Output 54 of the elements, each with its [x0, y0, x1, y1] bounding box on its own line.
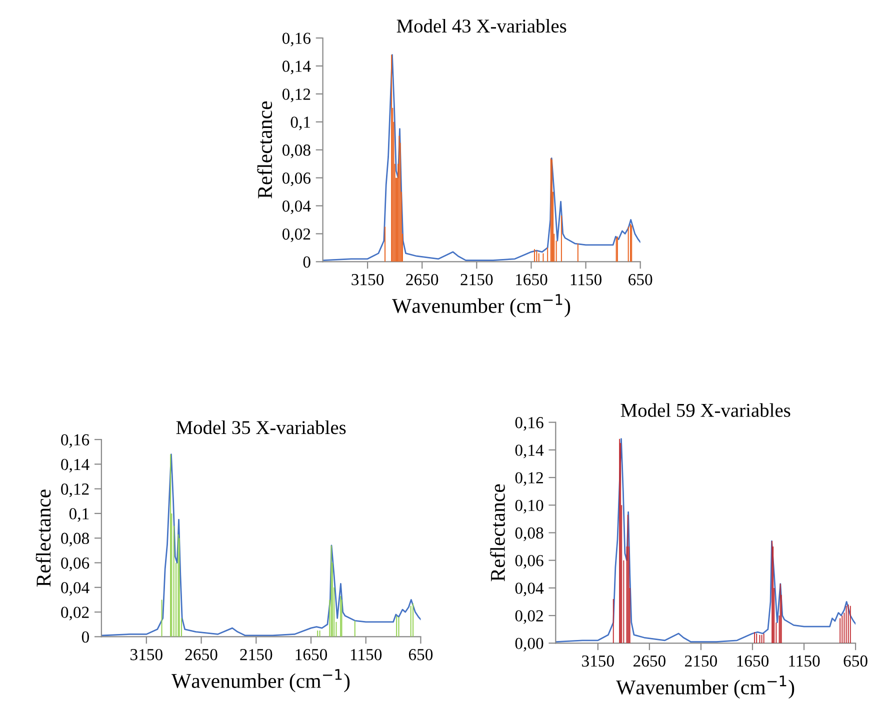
y-tick-label: 0,02: [515, 610, 543, 624]
y-tick-label: 0: [82, 631, 89, 643]
x-tick-label: 1650: [516, 274, 548, 286]
x-tick-label: 2150: [460, 274, 493, 286]
y-tick-label: 0,02: [61, 606, 89, 620]
y-tick-label: 0,04: [515, 582, 544, 596]
x-tick-label: 3150: [352, 274, 384, 286]
y-tick-label: 0,12: [61, 484, 89, 498]
x-tick-label: 2150: [240, 648, 272, 660]
y-tick-label: 0,08: [515, 527, 544, 542]
chart-title: Model 59 X-variables: [620, 403, 790, 417]
y-tick-label: 0,12: [515, 472, 543, 486]
y-tick-label: 0,00: [515, 638, 544, 652]
y-axis-title: Reflectance: [36, 490, 51, 587]
x-tick-label: 2150: [685, 655, 717, 667]
y-tick-label: 0,02: [282, 228, 310, 242]
y-tick-label: 0,1: [290, 116, 310, 130]
x-tick-label: 1650: [296, 648, 328, 660]
x-tick-label: 1150: [570, 274, 602, 286]
y-tick-label: 0,06: [282, 172, 311, 186]
y-tick-label: 0,16: [61, 434, 90, 448]
x-tick-label: 650: [844, 655, 868, 667]
y-tick-label: 0: [303, 256, 310, 268]
y-axis-title: Reflectance: [257, 101, 272, 198]
y-tick-label: 0,14: [282, 60, 311, 74]
y-tick-label: 0,08: [61, 532, 89, 546]
y-tick-label: 0,1: [69, 508, 89, 522]
x-tick-label: 3150: [130, 648, 162, 660]
chart-title: Model 35 X-variables: [176, 420, 346, 434]
x-tick-label: 1150: [789, 655, 820, 667]
y-tick-label: 0,04: [61, 582, 90, 596]
y-tick-label: 0,14: [61, 458, 90, 473]
x-axis-title: Wavenumber (cm$^{−1}$): [392, 294, 570, 318]
y-tick-label: 0,16: [515, 417, 544, 431]
y-tick-label: 0,06: [515, 555, 544, 569]
y-tick-label: 0,08: [282, 144, 310, 158]
x-tick-label: 2650: [406, 274, 438, 286]
x-tick-label: 650: [408, 648, 433, 660]
chart-title: Model 43 X-variables: [396, 18, 566, 33]
y-axis-title: Reflectance: [490, 484, 505, 582]
y-tick-label: 0,14: [515, 444, 544, 458]
y-tick-label: 0,04: [282, 200, 311, 214]
y-tick-label: 0,12: [282, 88, 310, 102]
x-tick-label: 3150: [582, 655, 614, 667]
y-tick-label: 0,16: [282, 32, 311, 46]
x-axis-title: Wavenumber (cm$^{−1}$): [172, 669, 350, 692]
x-axis-title: Wavenumber (cm$^{−1}$): [616, 676, 794, 699]
x-tick-label: 1150: [350, 648, 382, 660]
x-tick-label: 2650: [634, 655, 666, 667]
x-tick-label: 650: [628, 274, 652, 286]
x-tick-label: 1650: [737, 655, 769, 667]
y-tick-label: 0,06: [61, 557, 90, 572]
x-tick-label: 2650: [185, 648, 218, 660]
y-tick-label: 0,10: [515, 500, 544, 514]
